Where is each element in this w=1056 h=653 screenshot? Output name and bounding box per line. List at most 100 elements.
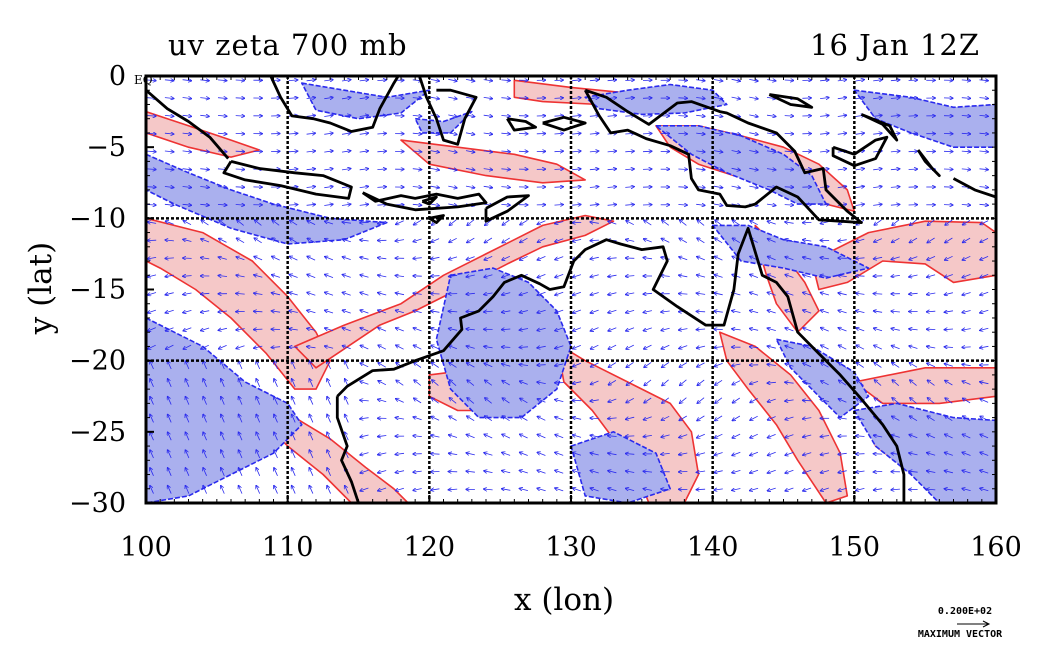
wind-vector-769 <box>168 361 172 370</box>
wind-vector-596 <box>502 293 511 295</box>
wind-vector-223 <box>696 151 705 152</box>
wind-vector-745 <box>590 344 599 349</box>
wind-vector-922 <box>327 414 331 423</box>
wind-vector-588 <box>360 292 369 296</box>
wind-vector-437 <box>236 238 245 244</box>
wind-vector-857 <box>874 380 882 386</box>
wind-vector-825 <box>309 379 314 387</box>
wind-vector-784 <box>431 362 439 368</box>
wind-vector-633 <box>307 310 316 313</box>
wind-vector-542 <box>395 275 405 276</box>
wind-vector-1087 <box>696 471 706 472</box>
wind-vector-68 <box>501 98 510 99</box>
wind-vector-700 <box>643 327 652 331</box>
wind-vector-131 <box>766 115 776 116</box>
wind-vector-374 <box>820 204 829 205</box>
wind-vector-464 <box>715 238 723 244</box>
wind-vector-452 <box>502 237 510 243</box>
wind-vector-821 <box>238 379 243 387</box>
wind-vector-981 <box>520 434 528 439</box>
wind-vector-1026 <box>466 453 475 455</box>
wind-vector-1126 <box>537 488 546 492</box>
wind-vector-916 <box>221 414 225 423</box>
wind-vector-86 <box>820 98 829 99</box>
x-tick-label: 150 <box>829 532 881 563</box>
wind-vector-1117 <box>378 487 387 491</box>
wind-vector-581 <box>236 293 245 294</box>
wind-vector-808 <box>856 362 864 368</box>
wind-vector-1120 <box>431 489 440 490</box>
wind-vector-95 <box>979 98 989 99</box>
wind-vector-441 <box>307 238 316 243</box>
wind-vector-420 <box>785 222 794 223</box>
wind-vector-207 <box>412 151 422 152</box>
coastline-0 <box>336 226 906 503</box>
wind-vector-548 <box>502 274 511 278</box>
wind-vector-674 <box>183 327 192 331</box>
wind-vector-1078 <box>537 470 546 474</box>
wind-vector-113 <box>448 115 457 117</box>
wind-vector-644 <box>501 311 511 313</box>
wind-vector-238 <box>961 151 971 152</box>
wind-vector-997 <box>803 435 812 437</box>
wind-vector-1145 <box>873 489 883 491</box>
wind-vector-932 <box>502 416 510 422</box>
wind-vector-265 <box>589 169 599 170</box>
wind-vector-96 <box>147 116 156 117</box>
wind-vector-293 <box>235 187 245 188</box>
wind-vector-822 <box>256 379 261 387</box>
wind-vector-601 <box>590 292 599 296</box>
wind-vector-1137 <box>732 489 741 491</box>
wind-vector-515 <box>767 256 776 261</box>
wind-vector-159 <box>412 133 422 134</box>
wind-vector-680 <box>289 329 298 330</box>
wind-vector-450 <box>467 237 475 243</box>
wind-vector-220 <box>642 151 652 152</box>
wind-vector-10 <box>324 80 333 81</box>
wind-vector-1 <box>164 80 174 81</box>
wind-vector-528 <box>147 275 157 277</box>
wind-vector-661 <box>803 310 812 314</box>
wind-vector-638 <box>395 310 405 313</box>
wind-vector-1082 <box>608 471 617 473</box>
wind-vector-573 <box>944 274 953 278</box>
wind-vector-837 <box>519 381 528 385</box>
wind-vector-863 <box>980 382 989 384</box>
wind-vector-914 <box>185 414 190 423</box>
wind-vector-475 <box>909 237 918 243</box>
wind-vector-546 <box>466 275 475 277</box>
wind-vector-615 <box>838 293 847 295</box>
wind-vector-451 <box>484 237 493 243</box>
wind-vector-670 <box>962 311 971 313</box>
coastline-14 <box>952 177 996 199</box>
wind-vector-63 <box>412 98 422 99</box>
wind-vector-440 <box>290 238 298 244</box>
wind-vector-328 <box>855 186 865 187</box>
wind-vector-634 <box>325 310 334 314</box>
wind-vector-607 <box>696 293 706 294</box>
wind-vector-200 <box>288 151 298 152</box>
wind-vector-721 <box>165 344 174 349</box>
wind-vector-1074 <box>466 471 475 472</box>
wind-vector-749 <box>661 344 670 349</box>
wind-vector-87 <box>837 97 847 98</box>
wind-vector-215 <box>554 151 564 152</box>
wind-vector-940 <box>643 416 652 420</box>
wind-vector-321 <box>731 186 741 188</box>
wind-vector-831 <box>414 380 422 386</box>
wind-vector-161 <box>448 133 457 135</box>
wind-vector-1043 <box>767 451 776 455</box>
wind-vector-330 <box>890 187 900 188</box>
wind-vector-1006 <box>962 434 971 439</box>
wind-vector-562 <box>750 274 759 278</box>
plot-title: uv zeta 700 mb <box>168 28 408 62</box>
wind-vector-686 <box>395 328 404 332</box>
wind-vector-761 <box>874 345 882 350</box>
wind-vector-1030 <box>537 452 546 456</box>
wind-vector-34 <box>749 79 758 81</box>
wind-vector-384 <box>147 222 157 224</box>
wind-vector-693 <box>519 329 529 331</box>
wind-vector-168 <box>572 133 581 134</box>
wind-vector-866 <box>185 396 190 405</box>
wind-vector-252 <box>359 169 369 170</box>
